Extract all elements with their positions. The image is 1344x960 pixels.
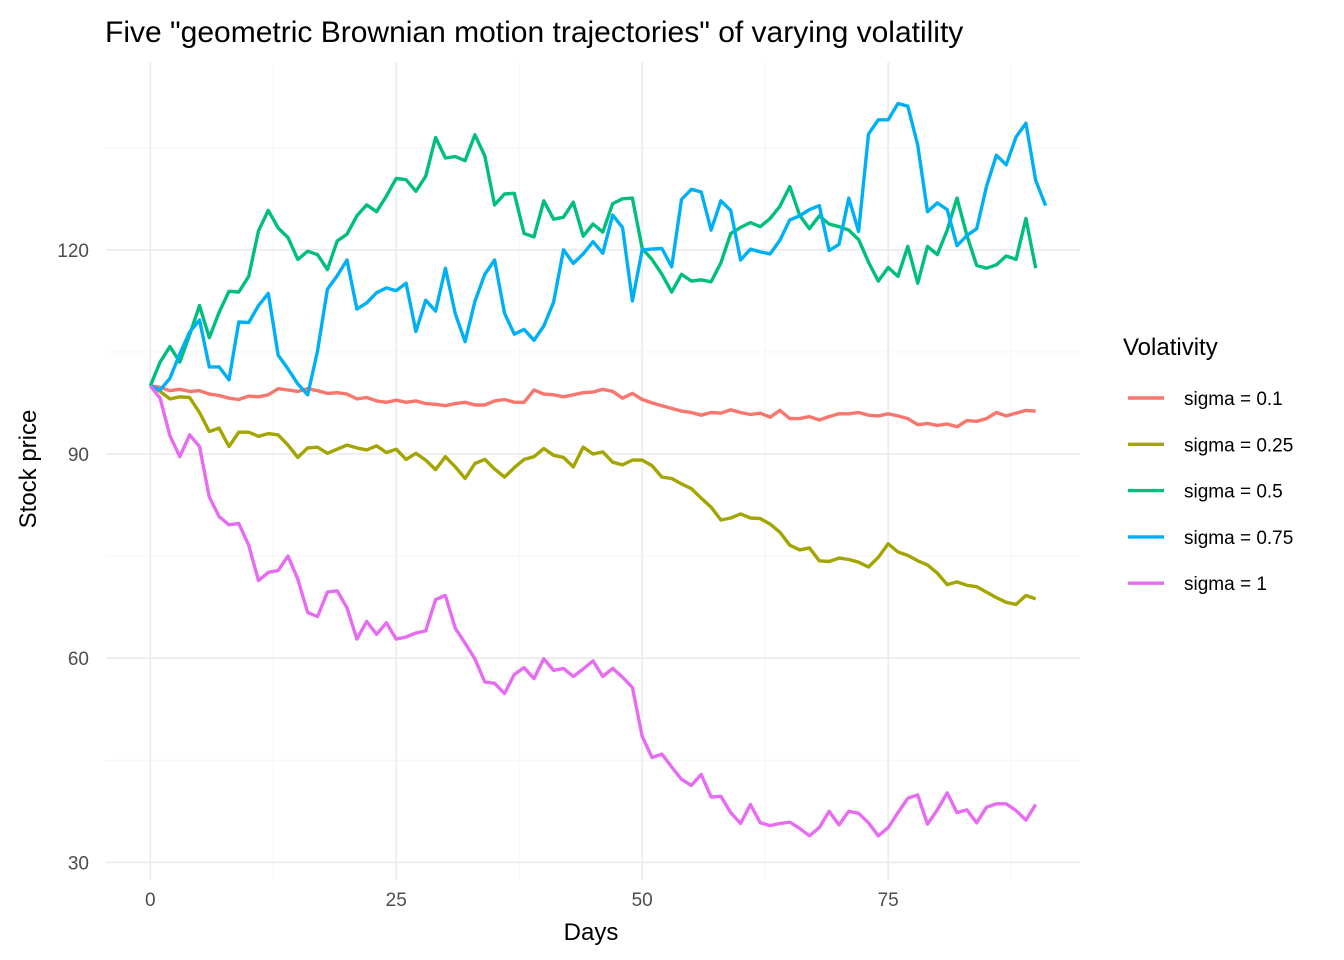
plot-panel [106, 62, 1080, 880]
legend-label-sigma-0-1: sigma = 0.1 [1184, 389, 1283, 410]
x-tick-label: 25 [386, 890, 407, 911]
x-axis-tick-labels: 0 25 50 75 [145, 890, 899, 911]
major-gridlines [106, 62, 1080, 880]
y-tick-label: 60 [68, 649, 89, 670]
series-line-sigma-1 [148, 384, 1038, 838]
legend-label-sigma-0-5: sigma = 0.5 [1184, 482, 1283, 503]
x-tick-label: 0 [145, 890, 156, 911]
x-tick-label: 50 [632, 890, 653, 911]
x-tick-label: 75 [878, 890, 899, 911]
y-tick-label: 30 [68, 853, 89, 874]
y-axis-tick-labels: 30 60 90 120 [57, 241, 89, 874]
y-axis-title: Stock price [15, 410, 42, 529]
y-tick-label: 90 [68, 445, 89, 466]
legend-title: Volativity [1123, 334, 1218, 361]
series-lines [148, 101, 1048, 838]
x-axis-title: Days [564, 919, 619, 946]
legend-items: sigma = 0.1 sigma = 0.25 sigma = 0.5 sigma … [1128, 389, 1293, 595]
chart-title: Five "geometric Brownian motion trajecto… [105, 16, 963, 49]
y-tick-label: 120 [57, 241, 89, 262]
legend-label-sigma-0-75: sigma = 0.75 [1184, 528, 1293, 549]
legend-label-sigma-1: sigma = 1 [1184, 574, 1267, 595]
series-line-sigma-0-25 [149, 384, 1037, 607]
series-line-sigma-0-75 [149, 101, 1048, 397]
series-line-sigma-0-1 [150, 384, 1036, 429]
series-line-sigma-0-5 [148, 133, 1038, 387]
legend-label-sigma-0-25: sigma = 0.25 [1184, 435, 1293, 456]
minor-gridlines [106, 62, 1080, 880]
